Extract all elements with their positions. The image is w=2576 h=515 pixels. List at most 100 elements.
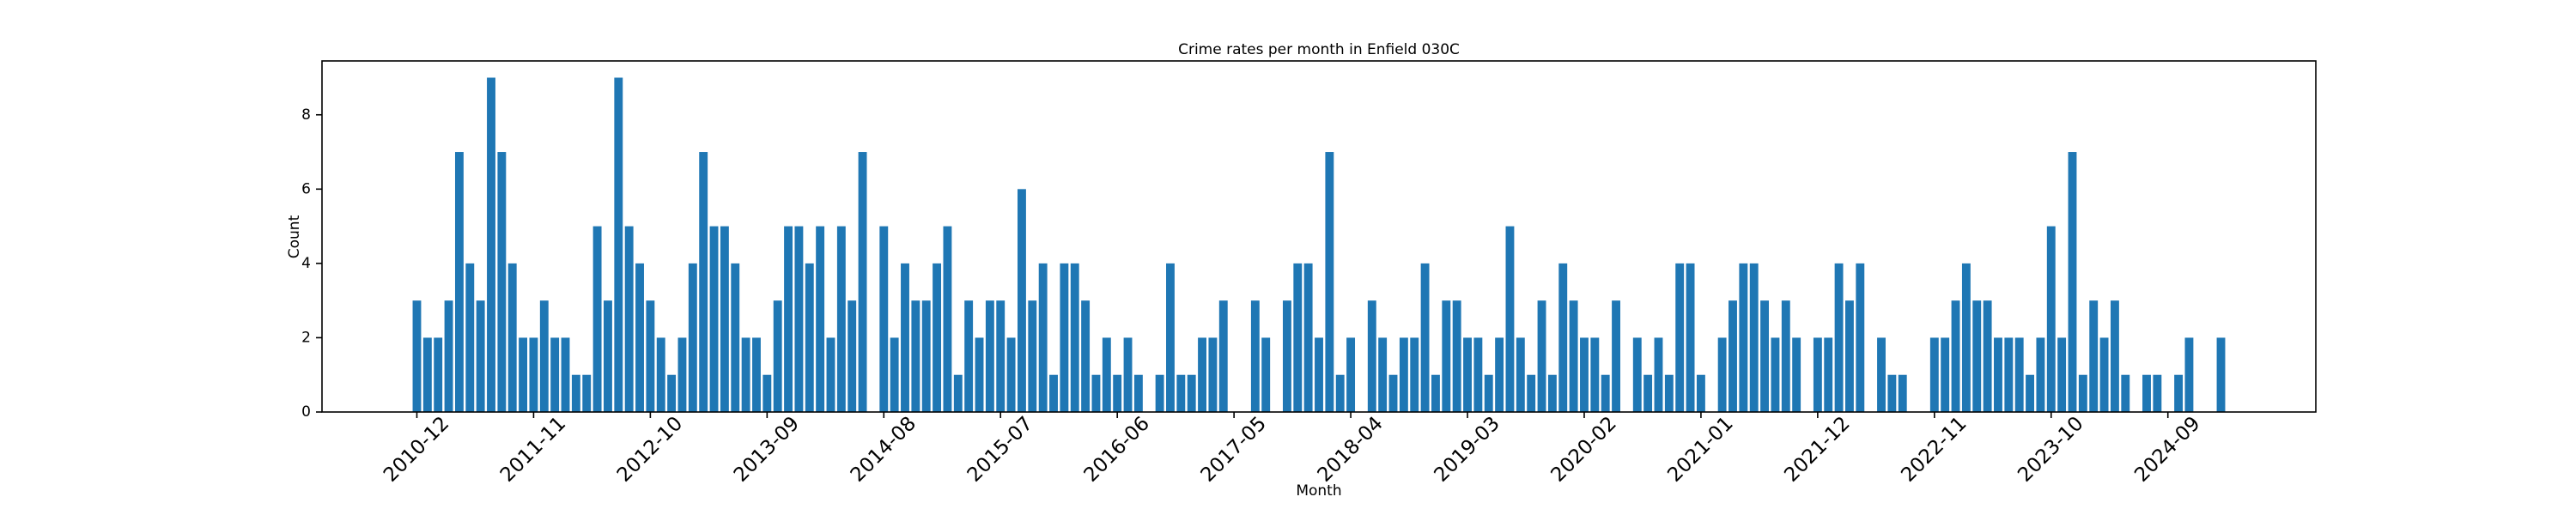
- x-tick-label: 2010-12: [380, 412, 453, 486]
- bar: [1431, 374, 1440, 412]
- bar: [858, 152, 867, 412]
- bar: [1410, 337, 1419, 412]
- bar: [2004, 337, 2014, 412]
- bar: [1994, 337, 2002, 412]
- bar: [1558, 263, 1568, 412]
- bar: [1580, 337, 1589, 412]
- x-tick-label: 2020-02: [1546, 412, 1620, 486]
- bar: [2216, 337, 2226, 412]
- bar: [1452, 300, 1461, 412]
- bar: [1081, 300, 1091, 412]
- bar: [667, 374, 677, 412]
- bar: [2057, 337, 2067, 412]
- y-tick-label: 2: [301, 329, 311, 346]
- bar: [2014, 337, 2024, 412]
- bar: [996, 300, 1005, 412]
- bar: [487, 77, 495, 412]
- x-tick-label: 2011-11: [496, 412, 570, 486]
- bar: [816, 226, 825, 412]
- bar: [1664, 374, 1674, 412]
- bar: [1293, 263, 1303, 412]
- bar: [476, 300, 485, 412]
- bar: [1696, 374, 1705, 412]
- x-tick-label: 2021-01: [1663, 412, 1737, 486]
- bar: [953, 374, 963, 412]
- bar: [2121, 374, 2130, 412]
- bar: [1388, 374, 1398, 412]
- x-tick-label: 2015-07: [963, 412, 1037, 486]
- bar: [688, 263, 697, 412]
- bar: [1516, 337, 1525, 412]
- bar: [454, 152, 464, 412]
- bar: [720, 226, 729, 412]
- bar: [1028, 300, 1037, 412]
- bar: [2036, 337, 2045, 412]
- bar: [699, 152, 708, 412]
- bar: [571, 374, 580, 412]
- bar: [1749, 263, 1759, 412]
- bar: [794, 226, 804, 412]
- x-tick-label: 2023-10: [2014, 412, 2087, 486]
- bar: [1006, 337, 1016, 412]
- bar: [1961, 263, 1971, 412]
- bar: [1102, 337, 1111, 412]
- bar: [2089, 300, 2099, 412]
- bar: [1315, 337, 1323, 412]
- bar: [985, 300, 994, 412]
- x-tick-label: 2017-05: [1197, 412, 1271, 486]
- bar: [1739, 263, 1748, 412]
- bar: [1463, 337, 1472, 412]
- bar: [1929, 337, 1939, 412]
- bar: [752, 337, 761, 412]
- bar: [1569, 300, 1578, 412]
- bar: [890, 337, 899, 412]
- bar: [2153, 374, 2162, 412]
- bar: [1675, 263, 1685, 412]
- bar: [434, 337, 443, 412]
- bar: [1261, 337, 1271, 412]
- bar: [1420, 263, 1430, 412]
- bar: [709, 226, 719, 412]
- bar: [1367, 300, 1376, 412]
- bar: [1399, 337, 1408, 412]
- bar: [412, 300, 422, 412]
- bar: [2068, 152, 2077, 412]
- bar: [975, 337, 984, 412]
- chart-title: Crime rates per month in Enfield 030C: [1178, 41, 1460, 58]
- bar: [901, 263, 909, 412]
- bar: [773, 300, 782, 412]
- bar: [2099, 337, 2109, 412]
- bar: [1198, 337, 1206, 412]
- bar: [1091, 374, 1101, 412]
- bar: [1824, 337, 1833, 412]
- y-tick-label: 0: [301, 403, 311, 421]
- bar: [921, 300, 931, 412]
- bar: [1282, 300, 1291, 412]
- bar: [1941, 337, 1950, 412]
- bar: [1113, 374, 1122, 412]
- bar: [2078, 374, 2087, 412]
- bar: [422, 337, 432, 412]
- x-tick-label: 2019-03: [1430, 412, 1504, 486]
- bar: [1845, 300, 1854, 412]
- bar: [2110, 300, 2119, 412]
- bar: [1834, 263, 1844, 412]
- bar: [1781, 300, 1790, 412]
- bar: [1495, 337, 1504, 412]
- bar: [624, 226, 634, 412]
- bar: [444, 300, 453, 412]
- bar: [784, 226, 793, 412]
- bar: [1038, 263, 1048, 412]
- bar: [507, 263, 517, 412]
- x-tick-label: 2021-12: [1780, 412, 1854, 486]
- bar: [1473, 337, 1483, 412]
- bar: [1176, 374, 1186, 412]
- bar: [1632, 337, 1642, 412]
- bar: [1856, 263, 1865, 412]
- bar: [1590, 337, 1600, 412]
- bar: [2174, 374, 2184, 412]
- bar: [1018, 189, 1026, 413]
- bar: [1187, 374, 1196, 412]
- bar: [646, 300, 655, 412]
